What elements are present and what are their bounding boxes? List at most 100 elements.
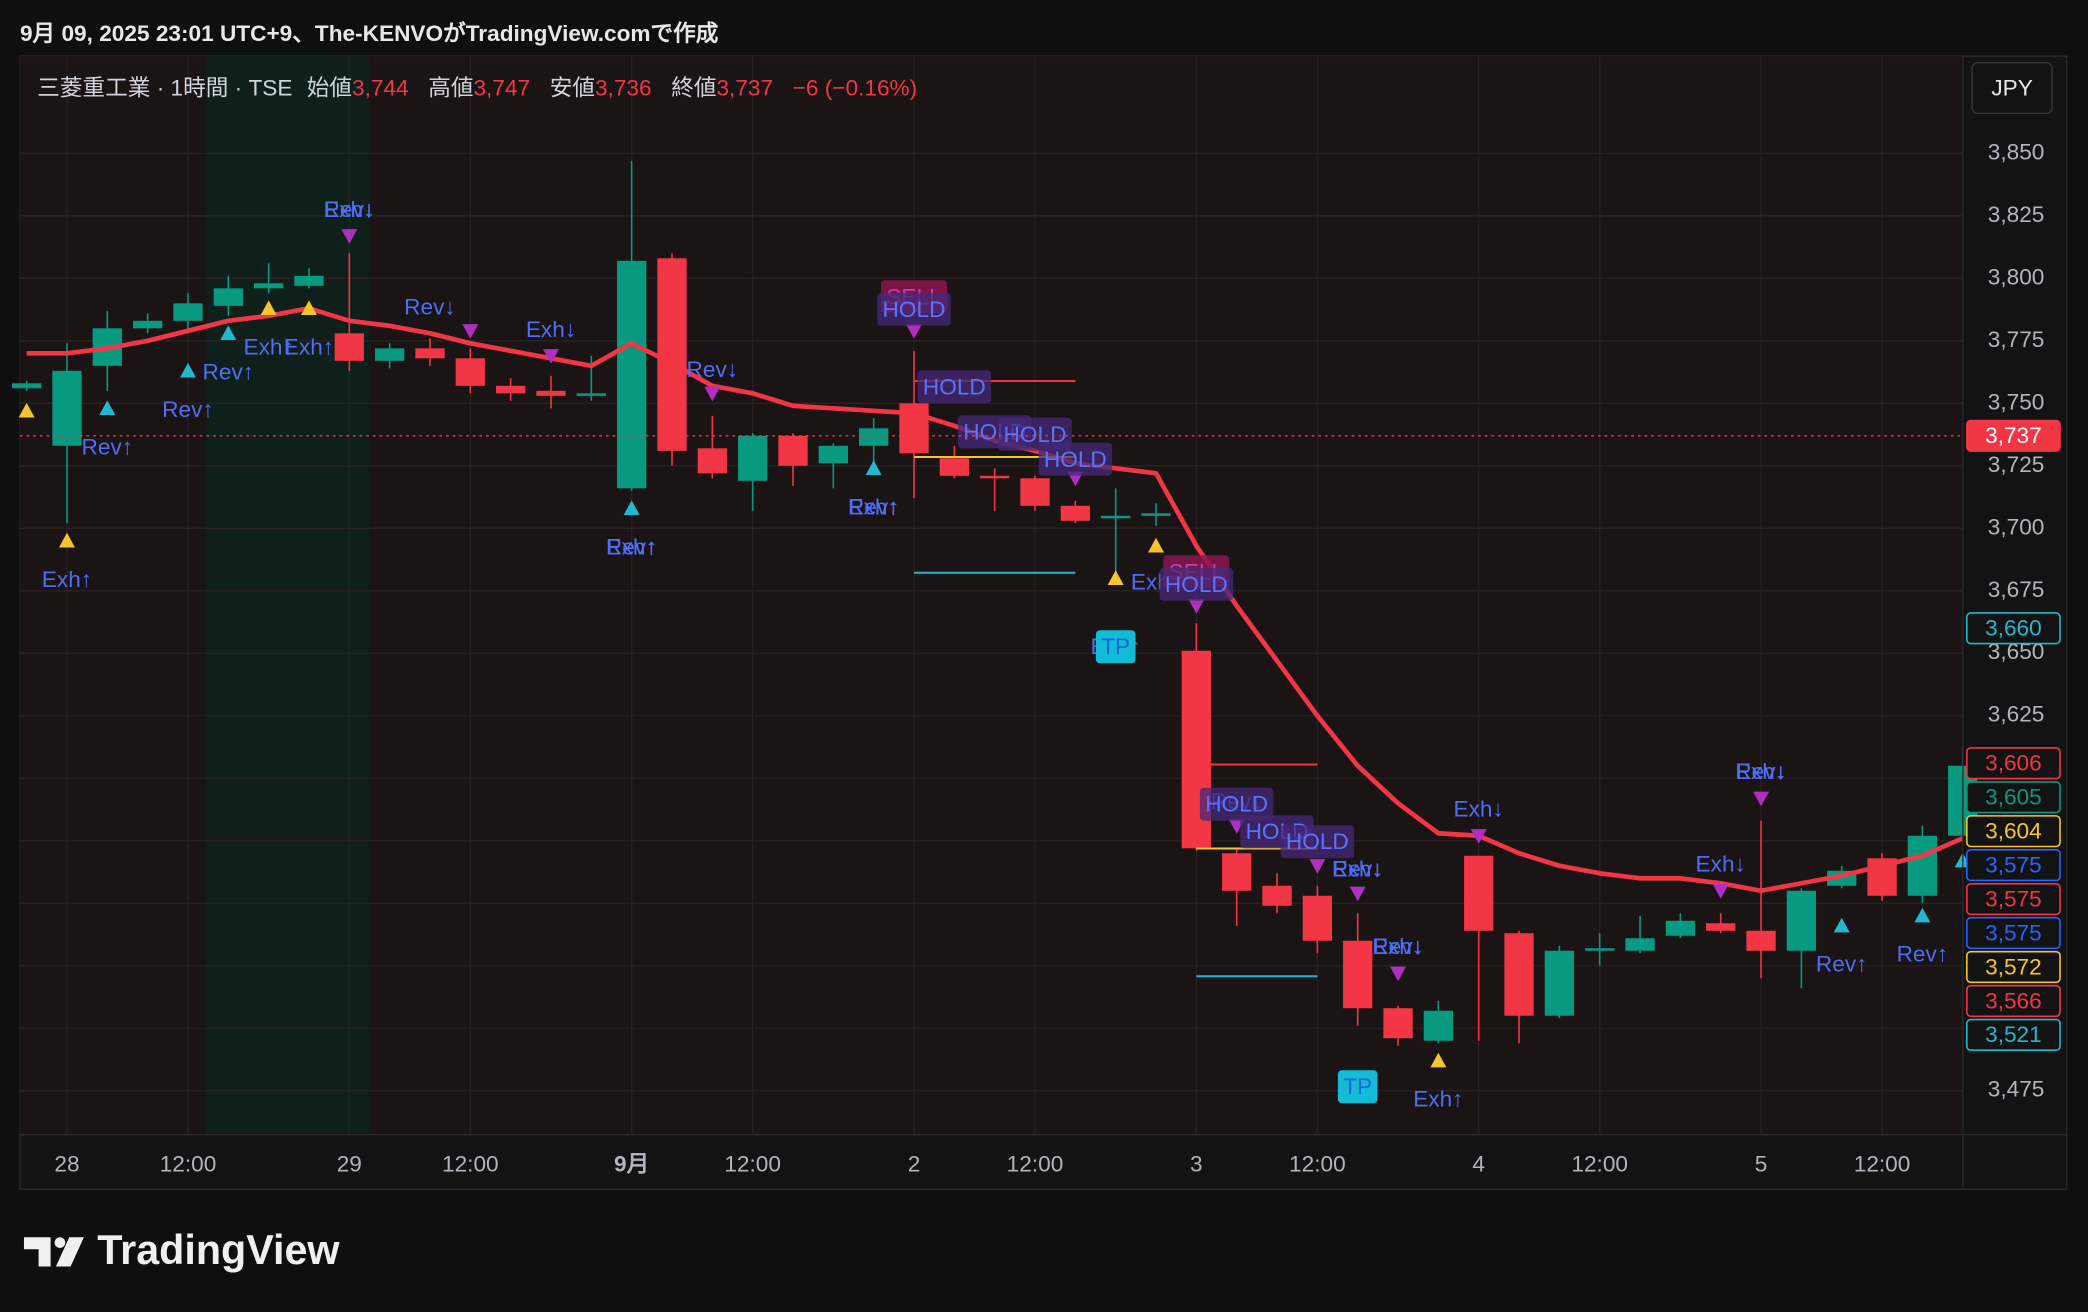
candle-body (1423, 1010, 1454, 1041)
x-tick-label: 9月 (614, 1151, 649, 1176)
x-tick-label: 12:00 (1289, 1151, 1346, 1176)
candle-body (334, 333, 364, 361)
signal-marker (179, 362, 196, 378)
annotation-box (1337, 1070, 1378, 1104)
annotation: Rev↑ (1897, 942, 1949, 967)
price-badge-label: 3,605 (1985, 785, 2042, 810)
y-tick-label: 3,775 (1988, 327, 2045, 352)
annotation: Rev↑ (848, 494, 900, 519)
candle-body (818, 445, 848, 464)
candle-body (132, 320, 163, 329)
annotation-box (1038, 442, 1113, 476)
signal-marker (542, 349, 559, 364)
annotation: HOLD (1286, 829, 1349, 854)
x-tick-label: 12:00 (442, 1151, 499, 1176)
candle-body (1101, 515, 1131, 519)
signal-marker (1390, 966, 1407, 982)
candle-body (1746, 930, 1776, 951)
price-badge-label: 3,737 (1985, 423, 2042, 448)
candle-body (496, 385, 526, 394)
currency-button[interactable] (1971, 62, 2053, 115)
annotation: Rev↓ (1372, 934, 1424, 959)
price-badge (1966, 419, 2061, 452)
price-badge (1966, 612, 2061, 645)
signal-marker (865, 460, 882, 475)
x-tick-label: 12:00 (724, 1151, 781, 1176)
candle-body (1262, 885, 1292, 906)
candle-body (980, 475, 1010, 479)
legend-value: 3,747 (473, 75, 530, 100)
annotation-box (1199, 787, 1274, 821)
annotation-box (917, 370, 992, 404)
candle-body (657, 258, 687, 451)
signal-marker (623, 500, 640, 515)
y-tick-label: 3,475 (1988, 1077, 2045, 1102)
annotation: Rev↑ (606, 534, 658, 559)
signal-marker (341, 229, 358, 244)
signal-marker (300, 300, 317, 315)
candle-body (1020, 478, 1050, 506)
legend-value: 3,744 (352, 75, 409, 100)
annotation: TP (1343, 1074, 1372, 1099)
y-tick-label: 3,725 (1988, 452, 2045, 477)
y-tick-label: 3,625 (1988, 702, 2045, 727)
signal-marker (1914, 907, 1931, 923)
signal-marker (1107, 570, 1124, 585)
annotation: HOLD (1044, 447, 1107, 472)
signal-marker (1148, 537, 1165, 553)
annotation-box (998, 417, 1072, 451)
signal-marker (18, 402, 35, 418)
legend-key: 終値 (671, 75, 716, 100)
candle-body (697, 448, 727, 474)
candle-body (1665, 920, 1696, 936)
symbol: 三菱重工業 · 1時間 · TSE (37, 75, 292, 100)
price-badge (1966, 815, 2061, 848)
signal-marker (99, 400, 116, 415)
annotation: Exh↑ (284, 334, 334, 359)
candle-body (294, 275, 324, 286)
x-tick-label: 4 (1472, 1151, 1485, 1176)
annotation: Exh↑ (1413, 1087, 1463, 1112)
candle-body (52, 370, 82, 446)
price-badge (1966, 984, 2061, 1018)
legend-key: 安値 (550, 75, 595, 100)
signal-marker (462, 324, 479, 339)
annotation: Exh↓ (1454, 797, 1504, 822)
annotation: HOLD (883, 297, 946, 322)
annotation: Exh↓ (1696, 852, 1746, 877)
candle-body (1504, 933, 1534, 1016)
annotation: Rev↓ (1735, 759, 1787, 784)
candle-body (1343, 940, 1373, 1009)
signal-marker (1712, 884, 1729, 899)
x-tick-label: 12:00 (1007, 1151, 1064, 1176)
session-highlight (206, 56, 369, 1135)
candle-body (1706, 923, 1736, 931)
candle-body (375, 348, 405, 361)
logo-mark (23, 1237, 51, 1267)
price-badge (1966, 950, 2061, 984)
signal-marker (1188, 599, 1205, 614)
candle-body (1302, 895, 1333, 941)
legend-change: −6 (−0.16%) (793, 75, 918, 100)
price-badge (1966, 1018, 2061, 1052)
annotation: Rev↓ (687, 357, 739, 382)
annotation-box (1280, 825, 1355, 859)
price-badge (1966, 916, 2061, 950)
signal-marker (704, 386, 721, 402)
signal-marker (220, 325, 237, 340)
legend-key: 高値 (428, 75, 473, 100)
annotation: Rev↓ (404, 294, 456, 319)
annotation: HOLD (923, 374, 986, 399)
y-tick-label: 3,700 (1988, 514, 2045, 539)
candle-body (1544, 950, 1575, 1016)
signal-marker (1833, 917, 1850, 933)
candle-body (859, 428, 889, 446)
annotation-box (1159, 567, 1234, 601)
annotation: Exh↓ (526, 317, 576, 342)
x-tick-label: 12:00 (160, 1151, 217, 1176)
currency-label[interactable]: JPY (1991, 75, 2033, 100)
signal-marker (1349, 886, 1366, 902)
logo-mark (55, 1237, 84, 1267)
logo-mark (54, 1237, 66, 1248)
tradingview-logo: TradingView (23, 1227, 340, 1273)
